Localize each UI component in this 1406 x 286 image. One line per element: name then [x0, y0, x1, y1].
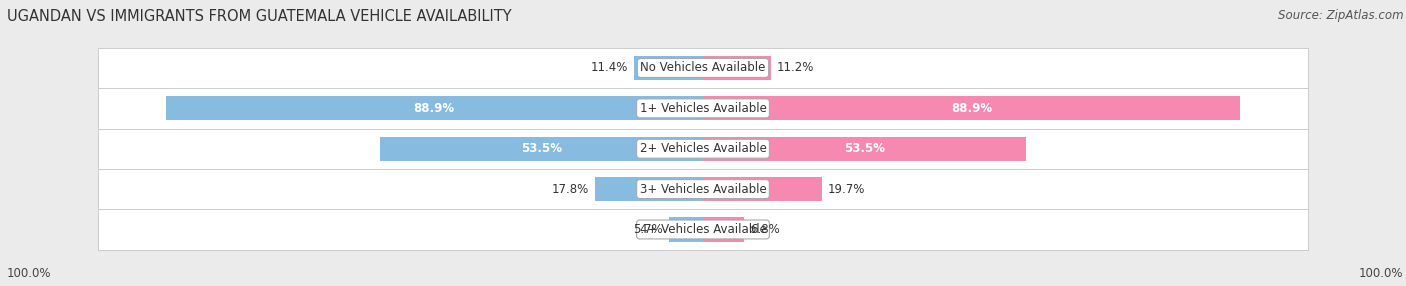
- Bar: [98, 209, 1308, 250]
- Text: 2+ Vehicles Available: 2+ Vehicles Available: [640, 142, 766, 155]
- Text: 6.8%: 6.8%: [751, 223, 780, 236]
- Bar: [98, 169, 1308, 209]
- Text: 17.8%: 17.8%: [553, 182, 589, 196]
- Text: 3+ Vehicles Available: 3+ Vehicles Available: [640, 182, 766, 196]
- Text: No Vehicles Available: No Vehicles Available: [640, 61, 766, 74]
- Text: 53.5%: 53.5%: [844, 142, 886, 155]
- Bar: [668, 217, 703, 242]
- Bar: [595, 177, 703, 201]
- Bar: [98, 48, 1308, 88]
- Text: 88.9%: 88.9%: [413, 102, 454, 115]
- Text: 5.7%: 5.7%: [633, 223, 662, 236]
- Bar: [703, 137, 1026, 161]
- Bar: [703, 56, 770, 80]
- Text: 100.0%: 100.0%: [7, 267, 52, 280]
- Bar: [98, 128, 1308, 169]
- Bar: [703, 217, 744, 242]
- Text: 53.5%: 53.5%: [520, 142, 562, 155]
- Text: 11.2%: 11.2%: [776, 61, 814, 74]
- Bar: [380, 137, 703, 161]
- Bar: [98, 88, 1308, 128]
- Bar: [703, 177, 823, 201]
- Text: 1+ Vehicles Available: 1+ Vehicles Available: [640, 102, 766, 115]
- Text: UGANDAN VS IMMIGRANTS FROM GUATEMALA VEHICLE AVAILABILITY: UGANDAN VS IMMIGRANTS FROM GUATEMALA VEH…: [7, 9, 512, 23]
- Text: 88.9%: 88.9%: [952, 102, 993, 115]
- Text: 11.4%: 11.4%: [591, 61, 628, 74]
- Text: 100.0%: 100.0%: [1358, 267, 1403, 280]
- Text: 4+ Vehicles Available: 4+ Vehicles Available: [640, 223, 766, 236]
- Bar: [634, 56, 703, 80]
- Bar: [703, 96, 1240, 120]
- Text: Source: ZipAtlas.com: Source: ZipAtlas.com: [1278, 9, 1403, 21]
- Text: 19.7%: 19.7%: [828, 182, 866, 196]
- Bar: [166, 96, 703, 120]
